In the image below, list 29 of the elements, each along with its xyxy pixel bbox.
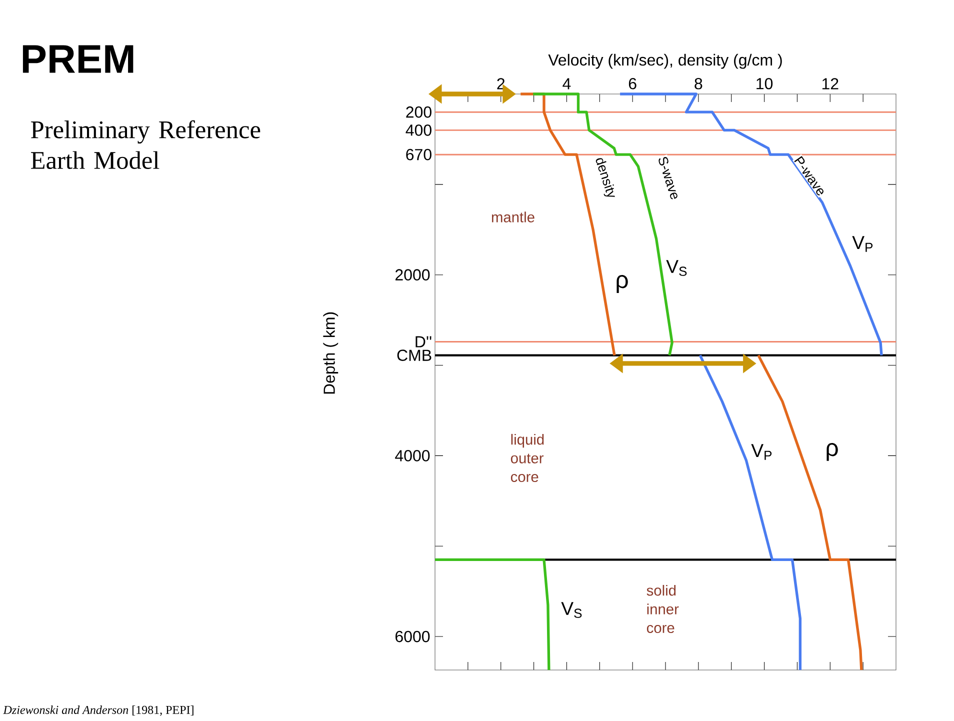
annotation: liquid outer core [510,434,544,482]
annotation: density [596,158,615,197]
ref-line-label: CMB [397,350,432,361]
x-tick-label: 10 [756,78,773,90]
annotation: V$_{S}$ [561,602,582,618]
annotation: solid inner core [646,584,679,634]
y-tick-label: 2000 [395,269,430,280]
annotation: ρ [616,275,628,293]
annotation: mantle [492,212,534,222]
ref-line-label: D'' [416,336,432,348]
ref-line-label: 400 [406,124,432,136]
text: PREM [22,45,134,73]
annotation: V$_{S}$ [666,260,687,276]
annotation: ρ [826,443,838,461]
x-tick-label: 4 [562,78,571,90]
y-axis-title: Depth ( km) [323,312,338,394]
x-tick-label: 6 [628,78,636,90]
x-axis-title: Velocity (km/sec), density (g/cm ) [548,54,782,69]
ref-line-label: 200 [406,106,432,118]
annotation: V$_{P}$ [751,444,772,460]
x-tick-label: 8 [694,78,702,90]
ref-line-label: 670 [406,148,432,160]
y-tick-label: 6000 [396,630,430,642]
text: Dziewonski and Anderson [1981, PEPI] [3,706,194,716]
annotation: S-wave [658,157,678,200]
y-tick-label: 4000 [395,450,430,462]
text: Preliminary Reference Earth Model [31,120,260,170]
annotation: V$_{P}$ [852,236,873,252]
x-tick-label: 12 [822,78,838,90]
